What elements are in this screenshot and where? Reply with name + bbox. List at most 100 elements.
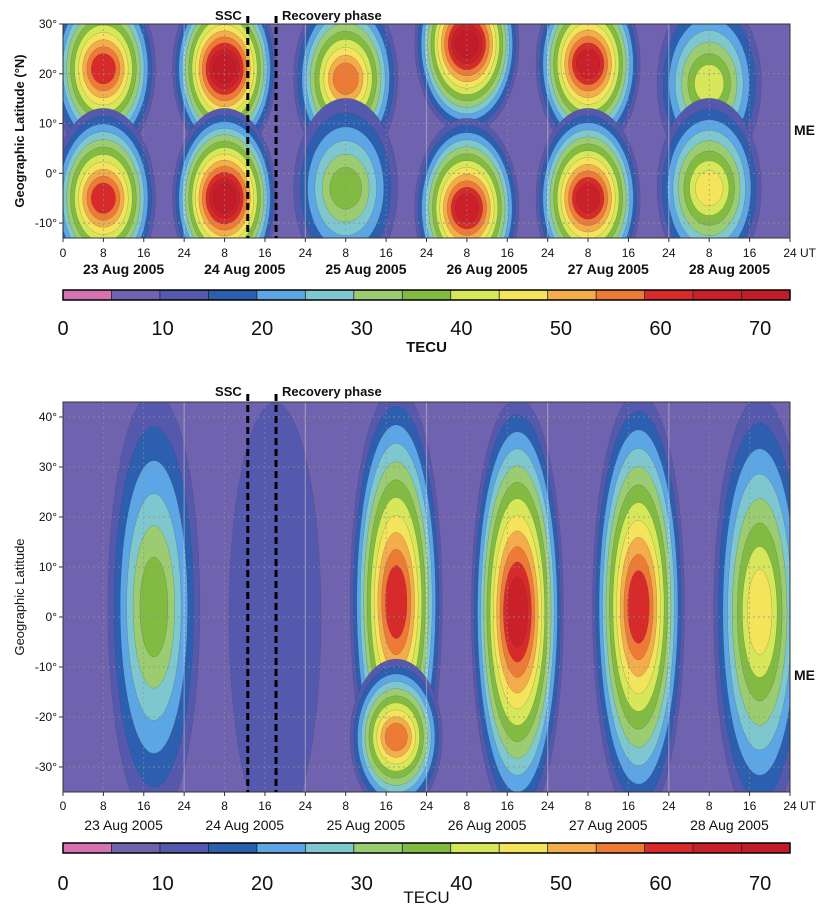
colorbar-segment [547, 290, 597, 300]
colorbar-tick-label: 0 [57, 873, 68, 895]
y-tick-label: 10° [39, 117, 57, 131]
colorbar-segment [547, 843, 597, 853]
colorbar-segment [450, 290, 500, 300]
event-marker-label-1: SSC [215, 8, 242, 23]
region-label: ME [794, 667, 815, 683]
x-tick-label: 8 [706, 799, 713, 813]
x-unit-label: UT [800, 246, 817, 260]
colorbar-tick-label: 0 [57, 318, 68, 340]
x-tick-label: 8 [100, 799, 107, 813]
x-tick-label: 8 [585, 246, 592, 260]
day-label: 25 Aug 2005 [325, 261, 406, 277]
colorbar-segment [402, 843, 452, 853]
day-label: 27 Aug 2005 [568, 261, 649, 277]
colorbar-tick-label: 60 [649, 873, 671, 895]
colorbar-segment [256, 843, 306, 853]
y-axis-label: Geographic Latitude [12, 538, 27, 655]
x-tick-label: 24 [783, 799, 797, 813]
colorbar-segment [305, 290, 355, 300]
colorbar-tick-label: 50 [550, 873, 572, 895]
day-label: 26 Aug 2005 [448, 817, 527, 833]
y-tick-label: 10° [39, 560, 57, 574]
x-tick-label: 24 [420, 246, 434, 260]
colorbar-segment [111, 290, 161, 300]
event-marker-label-2: Recovery phase [282, 8, 382, 23]
x-tick-label: 24 [177, 246, 191, 260]
colorbar-segment [402, 290, 452, 300]
x-tick-label: 24 [177, 799, 191, 813]
y-tick-label: -10° [35, 660, 57, 674]
x-tick-label: 16 [379, 799, 393, 813]
day-label: 25 Aug 2005 [327, 817, 406, 833]
x-tick-label: 8 [342, 246, 349, 260]
x-tick-label: 0 [60, 799, 67, 813]
day-label: 27 Aug 2005 [569, 817, 648, 833]
tec-contour-day-4-blob-1-level-13 [506, 576, 529, 648]
event-marker-label-2: Recovery phase [282, 384, 382, 399]
colorbar-segment [208, 843, 258, 853]
colorbar-segment [741, 843, 791, 853]
x-tick-label: 16 [622, 799, 636, 813]
y-tick-label: 20° [39, 510, 57, 524]
tec-contour-day-5-blob-1-level-12 [627, 570, 650, 644]
tec-contour-day-4-blob-2-level-13 [454, 193, 480, 224]
colorbar-tick-label: 20 [251, 873, 273, 895]
y-tick-label: 30° [39, 17, 57, 31]
event-marker-label-1: SSC [215, 384, 242, 399]
x-tick-label: 16 [258, 799, 272, 813]
colorbar-frame [62, 842, 791, 854]
colorbar-segment [693, 843, 743, 853]
x-tick-label: 16 [258, 246, 272, 260]
colorbar-segment [305, 843, 355, 853]
colorbar-tick-label: 10 [151, 318, 173, 340]
tec-contour-day-1-blob-2-level-12 [90, 182, 116, 214]
colorbar-segment [741, 290, 791, 300]
region-label: ME [794, 122, 815, 138]
colorbar-segment [644, 843, 694, 853]
x-tick-label: 24 [662, 799, 676, 813]
x-tick-label: 24 [299, 246, 313, 260]
y-tick-label: -30° [35, 760, 57, 774]
x-tick-label: 24 [541, 799, 555, 813]
day-label: 24 Aug 2005 [204, 261, 285, 277]
y-tick-label: 40° [39, 410, 57, 424]
tec-contour-day-2-blob-1-level-14 [212, 54, 237, 84]
day-label: 28 Aug 2005 [689, 261, 770, 277]
x-tick-label: 16 [501, 246, 515, 260]
y-tick-label: 0° [46, 610, 58, 624]
y-tick-label: 30° [39, 460, 57, 474]
x-tick-label: 8 [706, 246, 713, 260]
colorbar-segment [644, 290, 694, 300]
tec-contour-day-1-blob-1-level-7 [139, 556, 169, 658]
tec-contour-day-2-blob-2-level-14 [212, 183, 237, 213]
tec-contour-day-5-blob-2-level-13 [575, 183, 601, 214]
x-tick-label: 8 [100, 246, 107, 260]
colorbar-label: TECU [406, 339, 447, 356]
chart-panel-bottom: SSC Recovery phase -30° -20° -10° 0° 10° 20° 30°… [12, 384, 817, 907]
colorbar-segment [208, 290, 258, 300]
x-tick-label: 8 [221, 246, 228, 260]
colorbar-segment [63, 290, 112, 300]
colorbar-tick-label: 70 [749, 873, 771, 895]
tec-contour-day-3-blob-1-level-12 [385, 565, 408, 639]
colorbar-segment [256, 290, 306, 300]
x-tick-label: 24 [662, 246, 676, 260]
plot-area [63, 24, 790, 238]
colorbar-tick-label: 60 [649, 318, 671, 340]
colorbar-tick-label: 40 [450, 318, 472, 340]
x-tick-label: 16 [743, 799, 757, 813]
y-tick-label: 0° [46, 166, 58, 180]
colorbar-segment [159, 290, 209, 300]
x-tick-label: 8 [464, 246, 471, 260]
colorbar-frame [62, 289, 791, 301]
colorbar-segment [353, 290, 403, 300]
x-tick-label: 16 [379, 246, 393, 260]
x-tick-label: 24 [420, 799, 434, 813]
chart-panel-top: SSC Recovery phase -10° 0° 10° 20° 30° Geograph… [12, 8, 817, 356]
x-tick-label: 16 [622, 246, 636, 260]
colorbar-segment [693, 290, 743, 300]
colorbar-segment [111, 843, 161, 853]
x-tick-label: 8 [342, 799, 349, 813]
